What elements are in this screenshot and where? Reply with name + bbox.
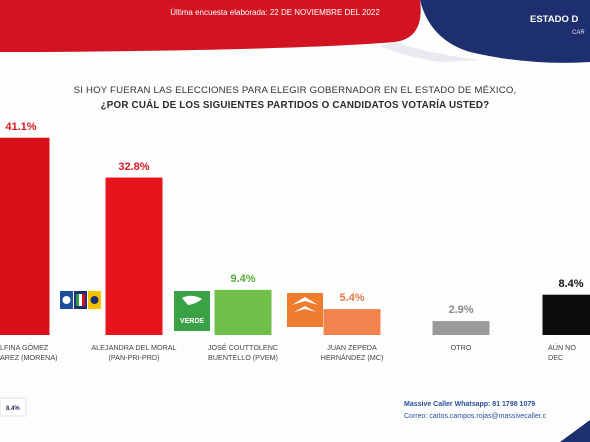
header-navy-shape bbox=[420, 0, 590, 63]
category-label-3-line-1: JOSÉ COUTTOLENC bbox=[207, 343, 279, 352]
value-label-4: 5.4% bbox=[339, 292, 365, 305]
region-sub-label: CAR bbox=[572, 30, 585, 36]
category-label-4-line-2: HERNÁNDEZ (MC) bbox=[320, 353, 384, 362]
value-label-6: 8.4% bbox=[558, 277, 584, 290]
footer-corner-shape bbox=[560, 420, 590, 442]
mc-logo-wing bbox=[294, 306, 316, 312]
mini-legend-box bbox=[0, 397, 27, 417]
header-light-curve bbox=[380, 42, 480, 62]
category-label-3-line-2: BUENTELLO (PVEM) bbox=[208, 353, 278, 362]
question-line-1: SI HOY FUERAN LAS ELECCIONES PARA ELEGIR… bbox=[73, 85, 517, 96]
category-label-2: ALEJANDRA DEL MORAL (PAN-PRI-PRD) bbox=[84, 343, 184, 363]
bar-5 bbox=[432, 321, 490, 335]
value-label-1: 41.1% bbox=[5, 120, 37, 133]
category-label-6: AÚN NO DEC bbox=[548, 343, 590, 363]
footer-contact-whatsapp: Massive Caller Whatsapp: 81 1798 1079 bbox=[404, 401, 536, 408]
category-label-1: LFINA GÓMEZ AREZ (MORENA) bbox=[0, 343, 70, 363]
mc-logo bbox=[287, 293, 323, 327]
bar-6 bbox=[542, 294, 590, 335]
pvem-logo-label: VERDE bbox=[179, 318, 205, 325]
category-label-5-line-1: OTRO bbox=[450, 343, 472, 352]
mc-logo-eagle bbox=[292, 297, 318, 305]
prd-logo-mark bbox=[90, 296, 99, 304]
pvem-logo bbox=[174, 291, 210, 331]
category-label-6-line-1: AÚN NO DEC bbox=[548, 343, 576, 362]
category-label-2-line-1: ALEJANDRA DEL MORAL bbox=[91, 343, 177, 352]
value-label-2: 32.8% bbox=[118, 160, 150, 173]
header-red-band bbox=[0, 0, 421, 52]
question-line-2: ¿POR CUÁL DE LOS SIGUIENTES PARTIDOS O C… bbox=[100, 100, 490, 111]
pvem-logo-toucan bbox=[182, 295, 202, 305]
pri-logo-white bbox=[79, 294, 82, 306]
bar-2 bbox=[105, 177, 163, 335]
category-label-5: OTRO bbox=[411, 343, 511, 353]
bar-4 bbox=[323, 309, 381, 335]
category-label-2-line-2: (PAN-PRI-PRD) bbox=[108, 353, 160, 362]
category-label-1-line-2: AREZ (MORENA) bbox=[0, 353, 58, 362]
value-label-3: 9.4% bbox=[230, 272, 256, 285]
survey-date-note: Última encuesta elaborada: 22 DE NOVIEMB… bbox=[170, 8, 380, 17]
mini-legend-value: 8.4% bbox=[6, 406, 20, 412]
pri-logo-red bbox=[82, 294, 85, 306]
bar-3 bbox=[214, 289, 272, 335]
footer-contact-email: Correo: carlos.campos.rojas@massivecalle… bbox=[404, 413, 547, 420]
pan-pri-prd-logo bbox=[60, 291, 101, 309]
category-label-1-line-1: LFINA GÓMEZ bbox=[0, 343, 49, 352]
category-label-4: JUAN ZEPEDA HERNÁNDEZ (MC) bbox=[302, 343, 402, 363]
category-label-4-line-1: JUAN ZEPEDA bbox=[327, 343, 377, 352]
category-label-3: JOSÉ COUTTOLENC BUENTELLO (PVEM) bbox=[193, 343, 293, 363]
pan-logo-mark bbox=[62, 296, 71, 304]
region-label: ESTADO D bbox=[530, 14, 579, 25]
bars-layer bbox=[0, 137, 590, 335]
bar-1 bbox=[0, 137, 50, 335]
value-label-5: 2.9% bbox=[448, 304, 474, 317]
pri-logo-green bbox=[76, 294, 79, 306]
